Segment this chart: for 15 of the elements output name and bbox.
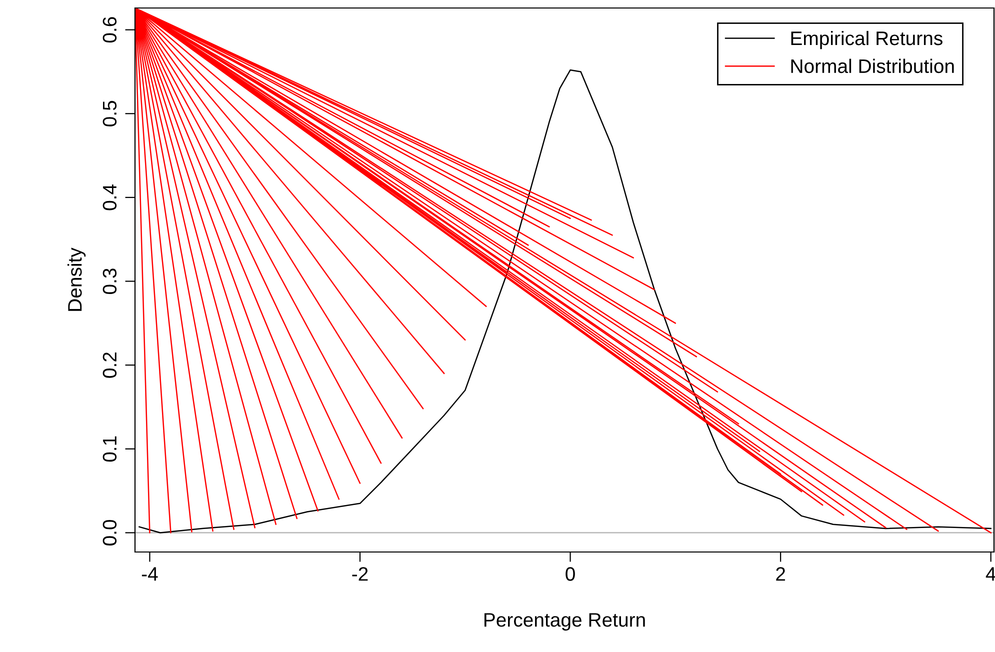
legend-label: Normal Distribution <box>791 58 954 74</box>
y-tick-label: 0.1 <box>102 436 117 462</box>
x-tick-label: -4 <box>142 567 158 581</box>
y-tick-label: 0.5 <box>102 100 117 126</box>
y-tick-label: 0.2 <box>102 352 117 378</box>
x-tick-label: -2 <box>352 567 368 581</box>
x-tick-label: 2 <box>776 567 785 581</box>
x-tick-label: 0 <box>566 567 575 581</box>
x-axis-title: Percentage Return <box>484 613 645 631</box>
y-tick-label: 0.0 <box>102 520 117 546</box>
y-tick-label: 0.3 <box>102 268 117 294</box>
y-tick-label: 0.4 <box>102 184 117 210</box>
y-tick-label: 0.6 <box>102 17 117 43</box>
legend-label: Empirical Returns <box>791 30 942 50</box>
y-axis-title: Density <box>68 248 86 311</box>
